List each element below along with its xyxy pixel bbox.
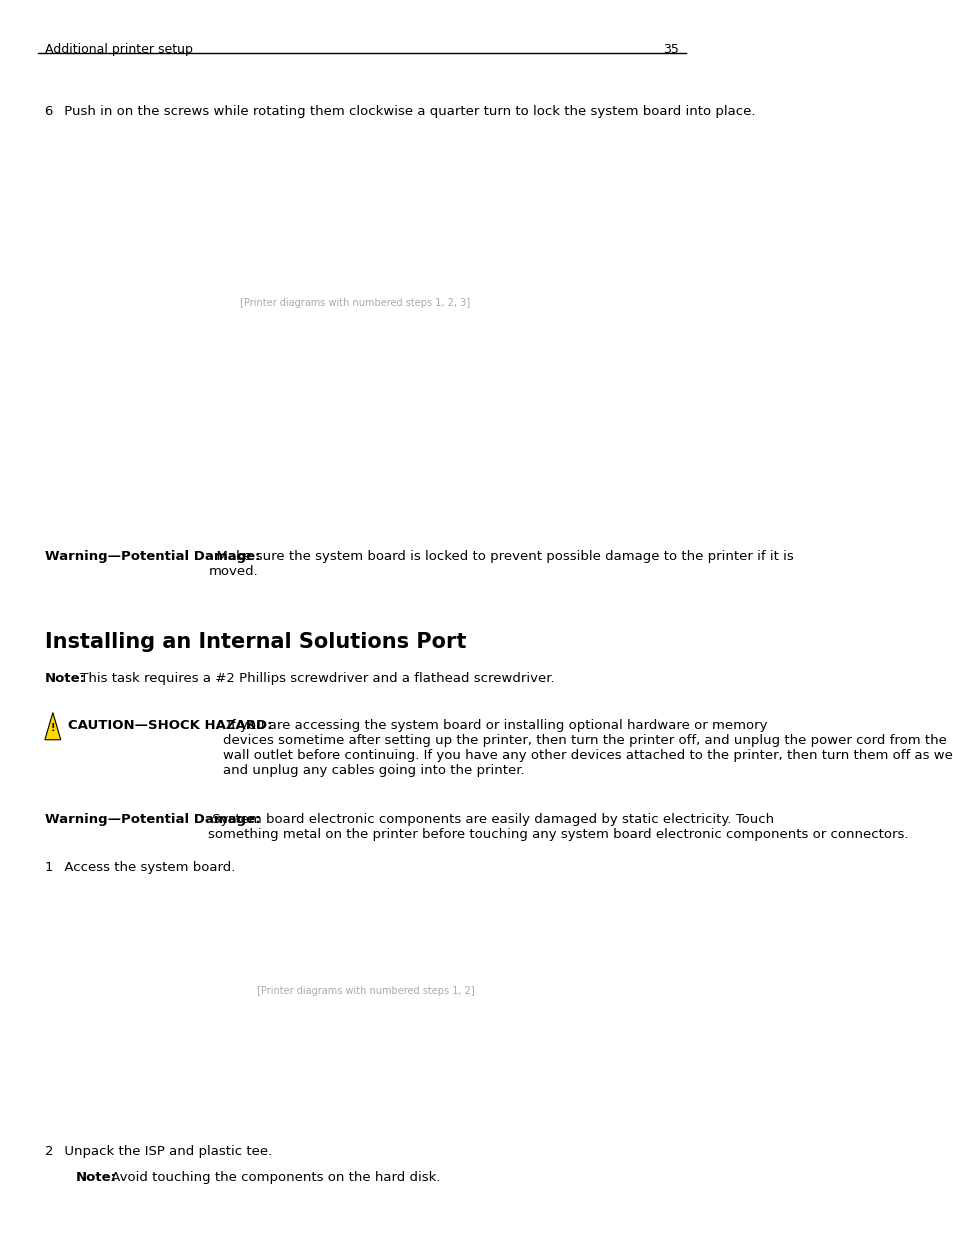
Text: If you are accessing the system board or installing optional hardware or memory
: If you are accessing the system board or… (223, 719, 953, 777)
Polygon shape (45, 713, 61, 740)
Text: Installing an Internal Solutions Port: Installing an Internal Solutions Port (45, 632, 466, 652)
Text: Avoid touching the components on the hard disk.: Avoid touching the components on the har… (107, 1171, 440, 1184)
Text: 1  Access the system board.: 1 Access the system board. (45, 861, 235, 874)
Text: This task requires a #2 Phillips screwdriver and a flathead screwdriver.: This task requires a #2 Phillips screwdr… (76, 672, 554, 685)
Text: Warning—Potential Damage:: Warning—Potential Damage: (45, 813, 260, 826)
Text: 35: 35 (662, 43, 679, 57)
Text: Note:: Note: (45, 672, 86, 685)
Text: Note:: Note: (76, 1171, 117, 1184)
Text: 6  Push in on the screws while rotating them clockwise a quarter turn to lock th: 6 Push in on the screws while rotating t… (45, 105, 755, 119)
Text: Additional printer setup: Additional printer setup (45, 43, 193, 57)
Text: !: ! (51, 722, 55, 732)
Text: Make sure the system board is locked to prevent possible damage to the printer i: Make sure the system board is locked to … (208, 550, 793, 578)
Text: Warning—Potential Damage:: Warning—Potential Damage: (45, 550, 260, 563)
Text: System board electronic components are easily damaged by static electricity. Tou: System board electronic components are e… (208, 813, 908, 841)
Text: CAUTION—SHOCK HAZARD:: CAUTION—SHOCK HAZARD: (68, 719, 273, 732)
Text: Warning—Potential Damage:: Warning—Potential Damage: (45, 550, 260, 563)
Text: 2  Unpack the ISP and plastic tee.: 2 Unpack the ISP and plastic tee. (45, 1145, 272, 1158)
